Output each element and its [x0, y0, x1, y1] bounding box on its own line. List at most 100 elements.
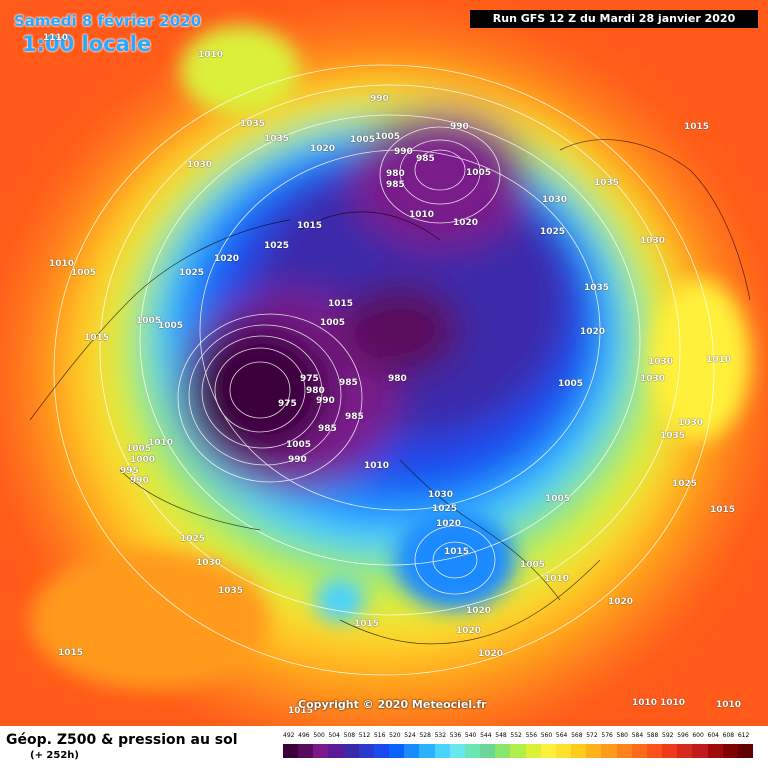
color-scale-tick: 572	[586, 732, 598, 739]
color-scale-cell	[373, 744, 390, 758]
isobar-label: 985	[386, 180, 405, 190]
isobar-label: 1005	[158, 321, 184, 331]
isobar-label: 1020	[310, 144, 336, 154]
isobar-label: 985	[339, 378, 358, 388]
run-info: Run GFS 12 Z du Mardi 28 janvier 2020	[470, 10, 758, 28]
isobar-label: 1005	[545, 494, 571, 504]
isobar-label: 1005	[286, 440, 312, 450]
isobar-label: 1005	[350, 135, 376, 145]
isobar-label: 1005	[71, 268, 97, 278]
isobar-label: 985	[416, 154, 435, 164]
isobar-label: 1010	[49, 259, 75, 269]
isobar-label: 1000	[130, 455, 156, 465]
isobar-label: 1030	[428, 490, 454, 500]
isobar-label: 1010	[148, 438, 174, 448]
isobar-label: 1010	[364, 461, 390, 471]
color-scale-tick: 604	[707, 732, 719, 739]
isobar-label: 1005	[375, 132, 401, 142]
color-scale-cell	[540, 744, 557, 758]
color-scale-cell	[343, 744, 360, 758]
isobar-label: 1030	[187, 160, 213, 170]
isobar-label: 980	[306, 386, 325, 396]
isobar-label: 1025	[672, 479, 698, 489]
isobar-label: 990	[450, 122, 469, 132]
isobar-label: 1035	[584, 283, 610, 293]
color-scale-cell	[313, 744, 329, 758]
color-scale-cell	[510, 744, 527, 758]
color-scale-cell	[480, 744, 496, 758]
color-scale-tick: 608	[722, 732, 735, 739]
isobar-label: 1020	[478, 649, 504, 659]
color-scale-cell	[646, 744, 663, 758]
isobar-label: 1015	[354, 619, 380, 629]
isobar-label: 980	[388, 374, 407, 384]
color-scale-tick: 564	[555, 732, 568, 739]
color-scale-cell	[555, 744, 572, 758]
color-scale-tick: 500	[313, 732, 325, 739]
color-scale-tick: 556	[525, 732, 538, 739]
isobar-label: 1010	[409, 210, 435, 220]
isobar-label: 1030	[640, 374, 666, 384]
color-scale-tick: 492	[283, 732, 295, 739]
color-scale-tick: 576	[601, 732, 613, 739]
color-scale-cell	[358, 744, 375, 758]
isobar-label: 1035	[660, 431, 686, 441]
isobar-label: 1025	[180, 534, 206, 544]
isobar-label: 1025	[179, 268, 205, 278]
isobar-label: 1035	[264, 134, 290, 144]
color-scale-tick: 496	[298, 732, 310, 739]
isobar-label: 1005	[126, 444, 152, 454]
isobar-label: 1025	[264, 241, 290, 251]
isobar-label: 1110	[43, 33, 69, 43]
isobar-label: 1030	[648, 357, 674, 367]
isobar-label: 1015	[84, 333, 110, 343]
isobar-label: 1010	[716, 700, 742, 710]
color-scale-tick: 508	[343, 732, 356, 739]
isobar-label: 1010	[706, 355, 732, 365]
isobar-label: 1030	[678, 418, 704, 428]
isobar-label: 1015	[288, 706, 314, 716]
color-scale-tick: 504	[328, 732, 340, 739]
isobar-label: 1005	[136, 316, 162, 326]
isobar-label: 975	[300, 374, 319, 384]
coastlines	[29, 139, 751, 645]
color-scale-tick: 560	[540, 732, 553, 739]
forecast-map: Samedi 8 février 2020 1:00 locale Run GF…	[0, 0, 768, 726]
color-scale-cell	[722, 744, 739, 758]
color-scale-cell	[404, 744, 420, 758]
isobar-label: 1005	[558, 379, 584, 389]
isobar-label: 1020	[466, 606, 492, 616]
color-scale-cell	[464, 744, 481, 758]
isobar-label: 1020	[456, 626, 482, 636]
isobar-label: 1020	[214, 254, 240, 264]
color-scale-tick: 524	[404, 732, 416, 739]
color-scale-cell	[389, 744, 405, 758]
color-scale-tick: 596	[677, 732, 689, 739]
isobar-label: 1010	[198, 50, 224, 60]
isobar-label: 995	[120, 466, 139, 476]
color-scale-cell	[495, 744, 511, 758]
isobar-label: 990	[370, 94, 389, 104]
isobar-label: 990	[288, 455, 307, 465]
isobar-label: 1015	[684, 122, 710, 132]
legend-subtitle: (+ 252h)	[30, 750, 79, 761]
color-scale-cell	[677, 744, 693, 758]
color-scale-tick: 520	[389, 732, 401, 739]
color-scale-cell	[601, 744, 618, 758]
isobar-label: 1035	[218, 586, 244, 596]
forecast-date: Samedi 8 février 2020	[14, 12, 202, 30]
color-scale-tick: 592	[662, 732, 674, 739]
isobar-label: 1020	[453, 218, 479, 228]
isobar-label: 1015	[297, 221, 323, 231]
color-scale-cell	[586, 744, 602, 758]
isobar-label: 1030	[542, 195, 568, 205]
isobar-label: 1030	[196, 558, 222, 568]
color-scale-tick: 540	[464, 732, 477, 739]
isobar-label: 985	[318, 424, 337, 434]
color-scale-tick: 600	[692, 732, 704, 739]
z500-field	[0, 0, 768, 726]
isobar-label: 1005	[520, 560, 546, 570]
color-scale-cell	[328, 744, 345, 758]
isobar-label: 1025	[432, 504, 458, 514]
color-scale-cell	[737, 744, 754, 758]
